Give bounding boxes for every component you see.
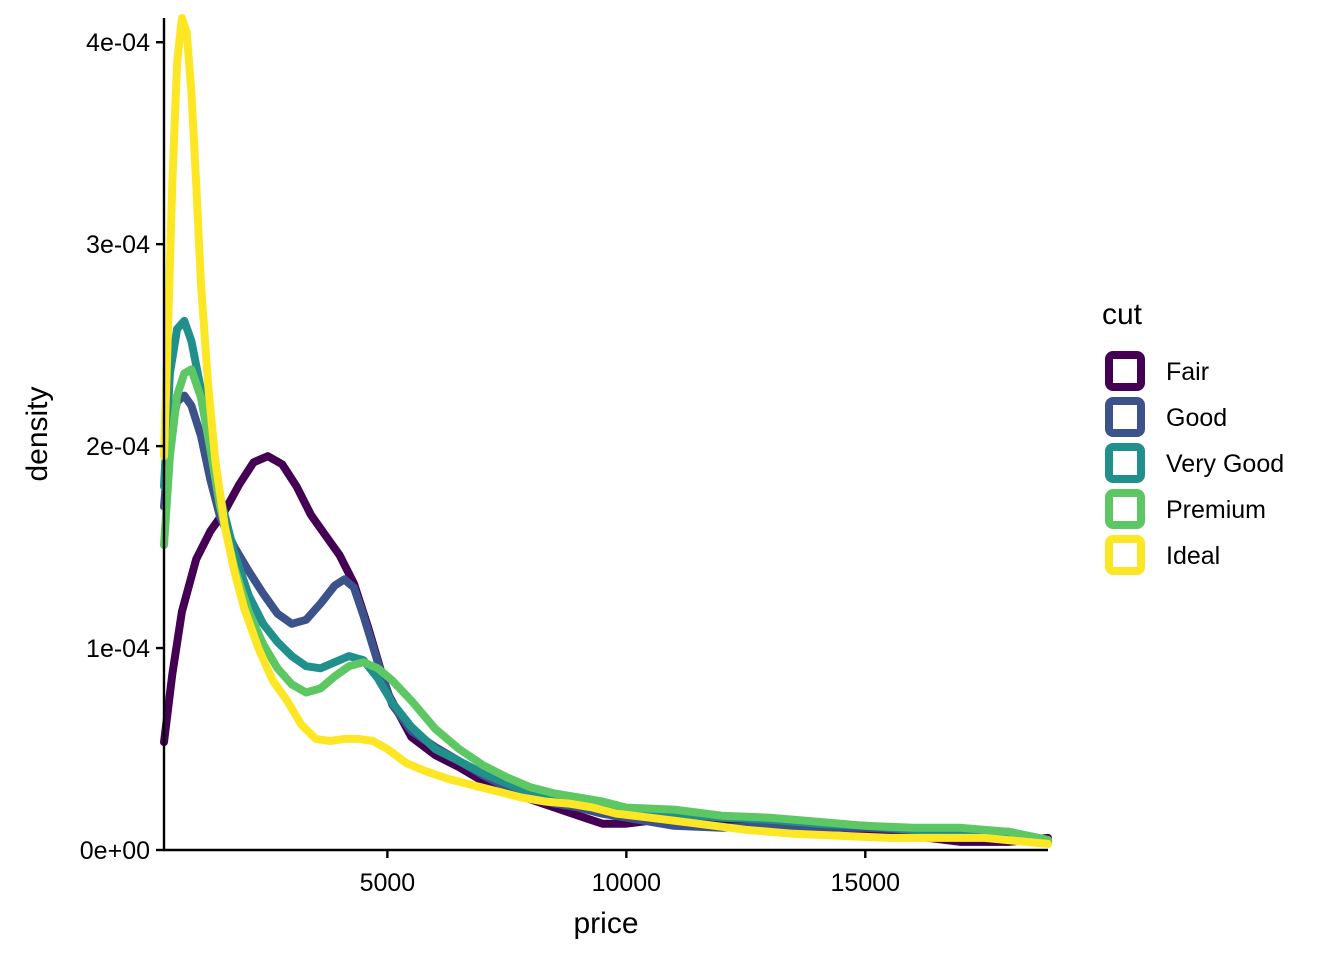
x-tick-label: 15000 <box>831 869 901 897</box>
density-curve-ideal <box>160 14 1052 848</box>
x-tick-label: 10000 <box>592 869 662 897</box>
legend-label: Very Good <box>1166 450 1284 478</box>
x-tick-label: 5000 <box>360 869 416 897</box>
density-curve-good <box>160 391 1052 846</box>
x-axis-title: price <box>573 907 638 940</box>
y-tick-label: 2e-04 <box>86 433 150 461</box>
x-axis-ticks: 5000 10000 15000 <box>360 850 900 897</box>
density-curve-premium <box>160 365 1052 844</box>
legend-label: Premium <box>1166 496 1266 524</box>
legend-label: Good <box>1166 404 1227 432</box>
y-tick-label: 3e-04 <box>86 231 150 259</box>
legend-title: cut <box>1102 298 1143 331</box>
y-tick-label: 4e-04 <box>86 29 150 57</box>
plot-area <box>160 14 1052 848</box>
legend-item: Very Good <box>1105 443 1284 483</box>
legend-item: Fair <box>1105 351 1209 391</box>
y-tick-label: 1e-04 <box>86 635 150 663</box>
legend-item: Good <box>1105 397 1227 437</box>
legend-item: Ideal <box>1105 535 1220 575</box>
legend: cut Fair Good Very Good Premium Ideal <box>1102 298 1284 575</box>
density-curve-very-good <box>160 316 1052 844</box>
legend-label: Ideal <box>1166 542 1220 570</box>
y-tick-label: 0e+00 <box>80 837 150 865</box>
legend-key <box>1105 443 1145 483</box>
legend-key <box>1105 397 1145 437</box>
legend-label: Fair <box>1166 358 1209 386</box>
legend-item: Premium <box>1105 489 1266 529</box>
legend-key <box>1105 489 1145 529</box>
density-curve-fair <box>160 452 1052 846</box>
y-axis-ticks: 0e+00 1e-04 2e-04 3e-04 4e-04 <box>80 29 164 865</box>
legend-key <box>1105 535 1145 575</box>
y-axis-title: density <box>21 386 54 481</box>
legend-key <box>1105 351 1145 391</box>
